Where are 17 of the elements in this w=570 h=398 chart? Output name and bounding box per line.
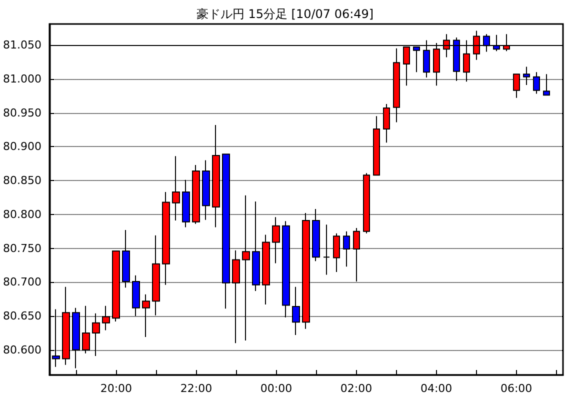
x-tick-label: 04:00 xyxy=(420,382,452,395)
y-tick-label: 80.650 xyxy=(2,310,42,323)
x-tick-label: 02:00 xyxy=(340,382,372,395)
y-tick-label: 80.850 xyxy=(2,174,42,188)
x-tick-label: 06:00 xyxy=(500,382,532,395)
y-tick-label: 80.800 xyxy=(2,208,42,221)
y-tick-label: 80.750 xyxy=(2,242,42,255)
x-tick-label: 22:00 xyxy=(180,382,212,395)
y-tick-label: 80.600 xyxy=(2,343,42,356)
y-tick-label: 80.950 xyxy=(2,106,42,120)
x-tick-label: 00:00 xyxy=(260,382,292,395)
chart-title: 豪ドル円 15分足 [10/07 06:49] xyxy=(196,7,374,21)
y-tick-label: 81.050 xyxy=(2,38,42,52)
x-tick-label: 20:00 xyxy=(100,382,132,395)
y-tick-label: 81.000 xyxy=(2,72,42,86)
y-tick-label: 80.900 xyxy=(2,140,42,154)
y-tick-label: 80.700 xyxy=(2,276,42,289)
